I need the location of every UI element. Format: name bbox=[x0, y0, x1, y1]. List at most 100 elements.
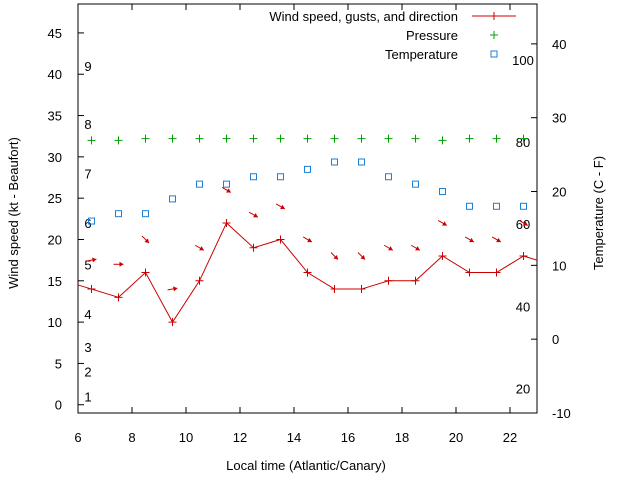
legend-label-pressure: Pressure bbox=[406, 28, 458, 43]
wind-arrow-head bbox=[415, 246, 420, 251]
wind-arrow-head bbox=[226, 188, 231, 193]
plot-frame bbox=[77, 3, 538, 414]
x-tick-label: 22 bbox=[503, 430, 517, 445]
wind-arrow-head bbox=[496, 237, 501, 243]
wind-arrow-head bbox=[333, 254, 339, 260]
temperature-point bbox=[196, 180, 203, 188]
y2-tick-label: 20 bbox=[552, 185, 566, 200]
beaufort-label: 3 bbox=[84, 340, 91, 355]
x-tick-label: 8 bbox=[128, 430, 135, 445]
wind-speed-point bbox=[87, 285, 96, 294]
y2-axis-label: Temperature (C - F) bbox=[591, 156, 606, 270]
wind-direction-arrow bbox=[167, 286, 178, 292]
wind-speed-point bbox=[303, 268, 312, 277]
wind-direction-arrow bbox=[518, 220, 529, 226]
beaufort-label: 9 bbox=[84, 59, 91, 74]
temperature-point bbox=[304, 165, 311, 173]
beaufort-label: 7 bbox=[84, 166, 91, 181]
legend-label-temperature: Temperature bbox=[385, 47, 458, 62]
wind-speed-point bbox=[195, 276, 204, 285]
wind-arrow-head bbox=[523, 221, 528, 226]
x-tick-label: 18 bbox=[395, 430, 409, 445]
legend-marker-temperature bbox=[490, 50, 498, 58]
y-tick-label: 35 bbox=[48, 109, 62, 124]
pressure-point bbox=[87, 136, 96, 145]
wind-direction-arrow bbox=[86, 257, 97, 263]
legend-label-wind: Wind speed, gusts, and direction bbox=[269, 9, 458, 24]
pressure-point bbox=[222, 134, 231, 143]
wind-speed-point bbox=[249, 243, 258, 252]
wind-direction-arrow bbox=[221, 186, 232, 193]
pressure-point bbox=[492, 134, 501, 143]
y-tick-label: 0 bbox=[55, 398, 62, 413]
y-tick-label: 30 bbox=[48, 150, 62, 165]
beaufort-label: 4 bbox=[84, 307, 91, 322]
wind-direction-arrow bbox=[383, 244, 394, 251]
temperature-point bbox=[358, 158, 365, 166]
wind-direction-arrow bbox=[437, 220, 448, 226]
wind-arrow-head bbox=[173, 286, 178, 292]
wind-direction-arrow bbox=[491, 236, 502, 243]
wind-speed-point bbox=[222, 218, 231, 227]
wind-speed-point bbox=[357, 285, 366, 294]
pressure-point bbox=[411, 134, 420, 143]
temperature-point bbox=[115, 210, 122, 218]
y-tick-label: 10 bbox=[48, 315, 62, 330]
temperature-point bbox=[169, 195, 176, 203]
wind-direction-arrow bbox=[248, 211, 259, 218]
wind-direction-arrow bbox=[275, 203, 286, 210]
fahrenheit-label: 20 bbox=[516, 382, 530, 397]
y2-tick-label: 30 bbox=[552, 111, 566, 126]
y2-tick-label: 10 bbox=[552, 258, 566, 273]
wind-speed-point bbox=[141, 268, 150, 277]
y2-tick-label: 0 bbox=[552, 332, 559, 347]
wind-arrow-head bbox=[92, 257, 97, 263]
fahrenheit-label: 100 bbox=[512, 53, 534, 68]
wind-arrow-head bbox=[119, 261, 124, 267]
temperature-point bbox=[466, 202, 473, 210]
fahrenheit-label: 40 bbox=[516, 300, 530, 315]
beaufort-label: 1 bbox=[84, 389, 91, 404]
y-tick-label: 15 bbox=[48, 274, 62, 289]
wind-arrow-head bbox=[307, 237, 312, 243]
wind-arrow-head bbox=[360, 254, 366, 260]
x-tick-label: 16 bbox=[341, 430, 355, 445]
beaufort-label: 5 bbox=[84, 257, 91, 272]
y-tick-label: 45 bbox=[48, 26, 62, 41]
y-tick-label: 40 bbox=[48, 67, 62, 82]
pressure-point bbox=[276, 134, 285, 143]
wind-speed-point bbox=[384, 276, 393, 285]
pressure-point bbox=[114, 136, 123, 145]
wind-direction-arrow bbox=[302, 236, 313, 243]
pressure-point bbox=[195, 134, 204, 143]
pressure-point bbox=[438, 136, 447, 145]
x-tick-label: 12 bbox=[233, 430, 247, 445]
temperature-point bbox=[439, 188, 446, 196]
y-axis-label: Wind speed (kt - Beaufort) bbox=[6, 137, 21, 289]
pressure-point bbox=[168, 134, 177, 143]
beaufort-label: 8 bbox=[84, 117, 91, 132]
y-tick-label: 25 bbox=[48, 191, 62, 206]
y-tick-label: 5 bbox=[55, 356, 62, 371]
wind-speed-point bbox=[276, 235, 285, 244]
wind-speed-point bbox=[114, 293, 123, 302]
wind-speed-point bbox=[168, 318, 177, 327]
pressure-point bbox=[303, 134, 312, 143]
wind-speed-point bbox=[411, 276, 420, 285]
wind-speed-point bbox=[465, 268, 474, 277]
wind-speed-point bbox=[438, 252, 447, 261]
temperature-point bbox=[412, 180, 419, 188]
legend-marker-wind bbox=[490, 12, 498, 20]
wind-arrow-head bbox=[280, 204, 285, 210]
y2-tick-label: -10 bbox=[552, 406, 571, 421]
wind-arrow-head bbox=[199, 246, 204, 251]
temperature-point bbox=[493, 202, 500, 210]
x-tick-label: 10 bbox=[179, 430, 193, 445]
x-tick-label: 6 bbox=[74, 430, 81, 445]
wind-direction-arrow bbox=[357, 252, 366, 260]
wind-direction-arrow bbox=[330, 252, 339, 260]
y-tick-label: 20 bbox=[48, 232, 62, 247]
wind-arrow-head bbox=[469, 237, 474, 243]
wind-direction-arrow bbox=[464, 236, 475, 243]
